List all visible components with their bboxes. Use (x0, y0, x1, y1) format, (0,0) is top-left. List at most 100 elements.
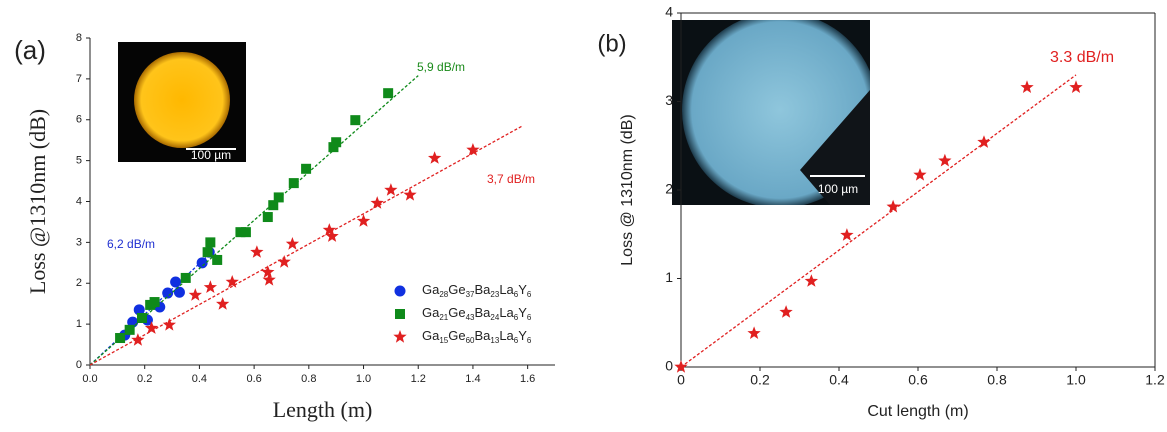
point (840, 228, 854, 241)
inset-a (118, 42, 246, 162)
annotation: 5,9 dB/m (417, 60, 465, 74)
point (1069, 80, 1083, 93)
y-axis-label: Loss @ 1310nm (dB) (619, 114, 636, 265)
annotation: 6,2 dB/m (107, 237, 155, 251)
x-tick-label: 0.4 (192, 373, 207, 385)
point (977, 135, 991, 148)
point (1020, 80, 1034, 93)
point (162, 317, 176, 331)
inset-label: 100 µm (191, 148, 231, 162)
y-tick-label: 3 (76, 236, 82, 248)
point (886, 199, 900, 213)
point (124, 324, 135, 335)
y-tick-label: 4 (665, 4, 673, 20)
fit-line (680, 74, 1077, 368)
point (268, 200, 279, 211)
y-axis-label: Loss @1310nm (dB) (25, 109, 50, 294)
x-tick-label: 1.4 (465, 373, 480, 385)
legend-label: Ga15Ge60Ba13La6Y6 (422, 328, 532, 345)
x-axis-label: Cut length (m) (867, 403, 968, 420)
y-tick-label: 8 (76, 32, 82, 44)
point (913, 168, 927, 181)
x-tick-label: 1.2 (1145, 372, 1165, 388)
y-tick-label: 4 (76, 195, 82, 207)
x-tick-label: 0.6 (908, 372, 928, 388)
annotation: 3,7 dB/m (487, 172, 535, 186)
x-tick-label: 1.2 (411, 373, 426, 385)
point (331, 137, 342, 148)
point (384, 183, 398, 196)
point (162, 287, 174, 299)
x-tick-label: 0.6 (246, 373, 261, 385)
point (325, 229, 339, 242)
point (170, 276, 182, 288)
point (403, 188, 417, 201)
point (225, 275, 239, 288)
y-tick-label: 2 (665, 181, 673, 197)
y-tick-label: 5 (76, 155, 82, 167)
point (285, 237, 300, 250)
x-tick-label: 0.4 (829, 372, 849, 388)
x-tick-label: 0.8 (301, 373, 316, 385)
point (938, 153, 952, 167)
point (370, 196, 384, 209)
y-tick-label: 1 (76, 318, 82, 330)
point (261, 265, 275, 278)
x-tick-label: 0.2 (137, 373, 152, 385)
point (277, 255, 291, 268)
point (428, 151, 442, 164)
point (322, 223, 336, 236)
annotation: 3.3 dB/m (1050, 49, 1114, 66)
point (144, 321, 159, 334)
fit-line (89, 250, 214, 366)
point (188, 288, 202, 301)
point (133, 304, 145, 316)
y-tick-label: 1 (665, 269, 673, 285)
x-tick-label: 1.0 (1066, 372, 1086, 388)
legend-label: Ga28Ge37Ba23La6Y6 (422, 282, 532, 299)
x-axis-label: Length (m) (273, 397, 373, 422)
point (350, 115, 361, 126)
y-tick-label: 0 (665, 358, 673, 374)
point (205, 237, 216, 248)
point (235, 227, 246, 238)
point (466, 143, 480, 156)
x-tick-label: 0.2 (750, 372, 770, 388)
y-tick-label: 0 (76, 359, 82, 371)
point (779, 305, 793, 318)
point (196, 257, 208, 269)
x-tick-label: 0.0 (82, 373, 97, 385)
x-tick-label: 0 (677, 372, 685, 388)
legend-marker (393, 330, 407, 343)
point (262, 212, 273, 223)
point (180, 272, 191, 283)
y-tick-label: 2 (76, 277, 82, 289)
point (115, 333, 126, 344)
point (212, 254, 223, 265)
panel-label: (b) (597, 30, 626, 57)
point (356, 214, 371, 227)
fit-line (89, 125, 523, 366)
point (202, 247, 213, 258)
x-tick-label: 1.0 (356, 373, 371, 385)
y-tick-label: 7 (76, 73, 82, 85)
point (288, 178, 299, 189)
point (173, 286, 185, 298)
point (250, 245, 264, 258)
point (149, 297, 160, 308)
point (747, 326, 761, 339)
inset-b (672, 20, 870, 205)
point (674, 360, 688, 373)
x-tick-label: 1.6 (520, 373, 535, 385)
legend-marker (394, 285, 406, 297)
point (273, 192, 284, 203)
x-tick-label: 0.8 (987, 372, 1007, 388)
point (136, 312, 147, 323)
inset-label: 100 µm (818, 182, 858, 196)
panel-label: (a) (14, 35, 46, 65)
legend-label: Ga21Ge43Ba24La6Y6 (422, 305, 532, 322)
point (131, 333, 145, 346)
point (262, 273, 276, 286)
legend-marker (395, 309, 405, 319)
